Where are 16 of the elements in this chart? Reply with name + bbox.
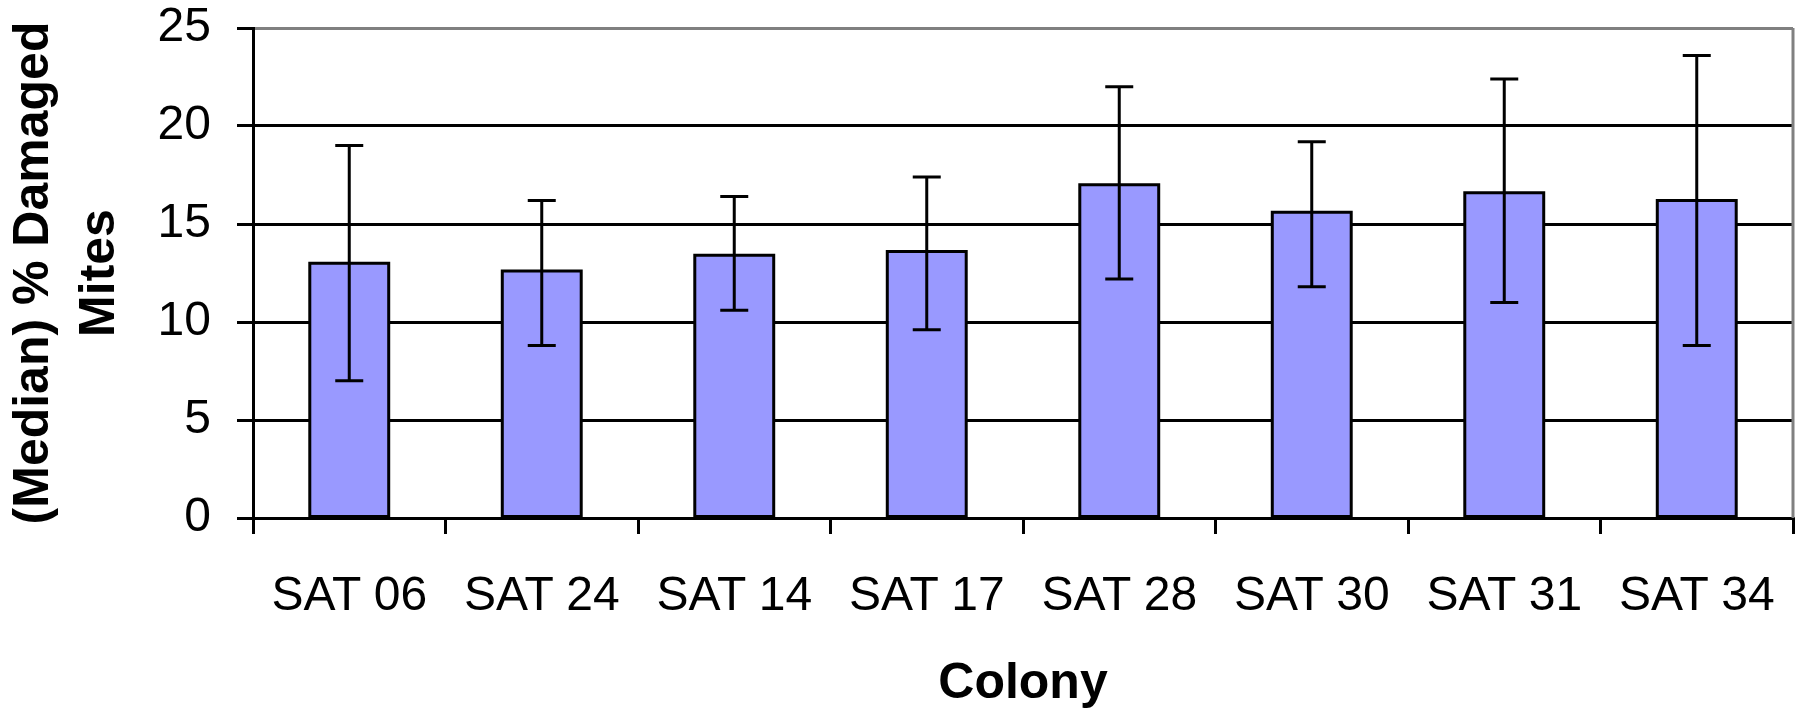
x-tick-label: SAT 24 [463,567,620,621]
x-tick-label: SAT 34 [1618,567,1775,621]
x-tick-label: SAT 30 [1233,567,1390,621]
x-tick-label: SAT 31 [1426,567,1583,621]
y-tick-label: 25 [157,0,211,52]
x-tick-label: SAT 28 [1041,567,1198,621]
x-axis-title: Colony [938,652,1108,709]
x-tick-label: SAT 17 [848,567,1005,621]
y-tick-label: 20 [157,96,211,150]
y-tick-label: 5 [184,390,211,444]
y-axis-title: (Median) % Damaged Mites [2,21,125,525]
y-tick-label: 10 [157,292,211,346]
y-tick-label: 15 [157,194,211,248]
x-tick-label: SAT 06 [271,567,428,621]
x-tick-label: SAT 14 [656,567,813,621]
y-tick-label: 0 [184,488,211,542]
